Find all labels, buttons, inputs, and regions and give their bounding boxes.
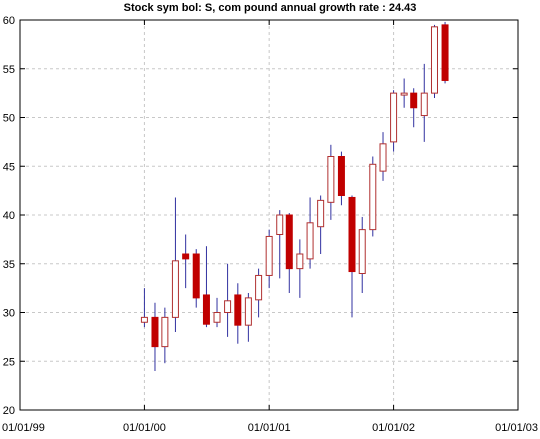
candle-body-up: [265, 235, 273, 276]
candle: [255, 268, 263, 318]
candle-body-up: [213, 312, 221, 323]
candle-body-up: [379, 143, 387, 172]
y-axis-labels: 20 25 30 35 40 45 50 55 60: [3, 15, 15, 417]
candle-body-up: [430, 26, 438, 94]
candle-body-down: [410, 92, 418, 109]
y-tick-label: 40: [3, 210, 15, 222]
candle: [400, 78, 408, 108]
candle-body-up: [390, 92, 398, 143]
tick-marks: [19, 19, 519, 411]
candle: [410, 88, 418, 128]
candle: [379, 132, 387, 181]
candle-body-up: [296, 253, 304, 270]
candle: [234, 283, 242, 344]
candle-body-up: [369, 163, 377, 231]
y-tick-label: 25: [3, 356, 15, 368]
candle-body-down: [348, 196, 356, 273]
candle-body-up: [400, 92, 408, 96]
candle: [182, 234, 190, 289]
candle: [358, 216, 366, 293]
candle-body-up: [306, 222, 314, 260]
candle: [390, 90, 398, 152]
candle: [348, 195, 356, 318]
candle-body-up: [140, 316, 148, 323]
candle-body-up: [317, 199, 325, 228]
candle: [151, 302, 159, 371]
candle: [202, 246, 210, 328]
x-tick-label: 01/01/01: [248, 422, 291, 434]
x-tick-label: 01/01/99: [2, 422, 45, 434]
candle: [224, 263, 232, 337]
y-tick-label: 55: [3, 64, 15, 76]
candle-body-down: [337, 156, 345, 196]
candle-body-up: [358, 229, 366, 274]
candle-body-up: [420, 92, 428, 117]
candles: [140, 21, 449, 371]
candle: [285, 213, 293, 293]
candle: [192, 249, 200, 308]
y-tick-label: 60: [3, 15, 15, 27]
candle: [420, 63, 428, 142]
candle: [140, 288, 148, 328]
candle: [337, 151, 345, 206]
candle-body-down: [151, 316, 159, 348]
y-tick-label: 45: [3, 161, 15, 173]
x-tick-label: 01/01/00: [123, 422, 166, 434]
candle: [265, 229, 273, 289]
candle-body-up: [255, 274, 263, 301]
candle: [441, 21, 449, 84]
y-tick-label: 30: [3, 308, 15, 320]
candle: [369, 156, 377, 237]
candle-body-down: [234, 294, 242, 326]
y-tick-label: 50: [3, 113, 15, 125]
candle-body-up: [224, 300, 232, 313]
y-tick-label: 35: [3, 259, 15, 271]
candle-body-down: [202, 294, 210, 325]
y-tick-label: 20: [3, 405, 15, 417]
x-tick-label: 01/01/02: [372, 422, 415, 434]
candle: [244, 293, 252, 342]
candle: [161, 307, 169, 364]
candle: [306, 197, 314, 269]
x-tick-label: 01/01/03: [495, 422, 538, 434]
candle: [213, 297, 221, 328]
candle-body-up: [161, 316, 169, 348]
candle-body-up: [327, 156, 335, 203]
candle: [171, 197, 179, 332]
candle-body-down: [441, 24, 449, 81]
candle: [296, 239, 304, 298]
candle-body-up: [276, 214, 284, 235]
candle-body-down: [182, 253, 190, 260]
candle: [327, 144, 335, 220]
candle-body-down: [192, 253, 200, 299]
candle-body-down: [285, 214, 293, 270]
candle-body-up: [244, 297, 252, 326]
candle-body-up: [171, 260, 179, 318]
x-axis-labels: 01/01/99 01/01/00 01/01/01 01/01/02 01/01/03: [2, 422, 538, 434]
candle: [276, 210, 284, 279]
chart-title: Stock sym bol: S, com pound annual growt…: [124, 2, 417, 14]
candle: [430, 24, 438, 98]
candle: [317, 195, 325, 254]
